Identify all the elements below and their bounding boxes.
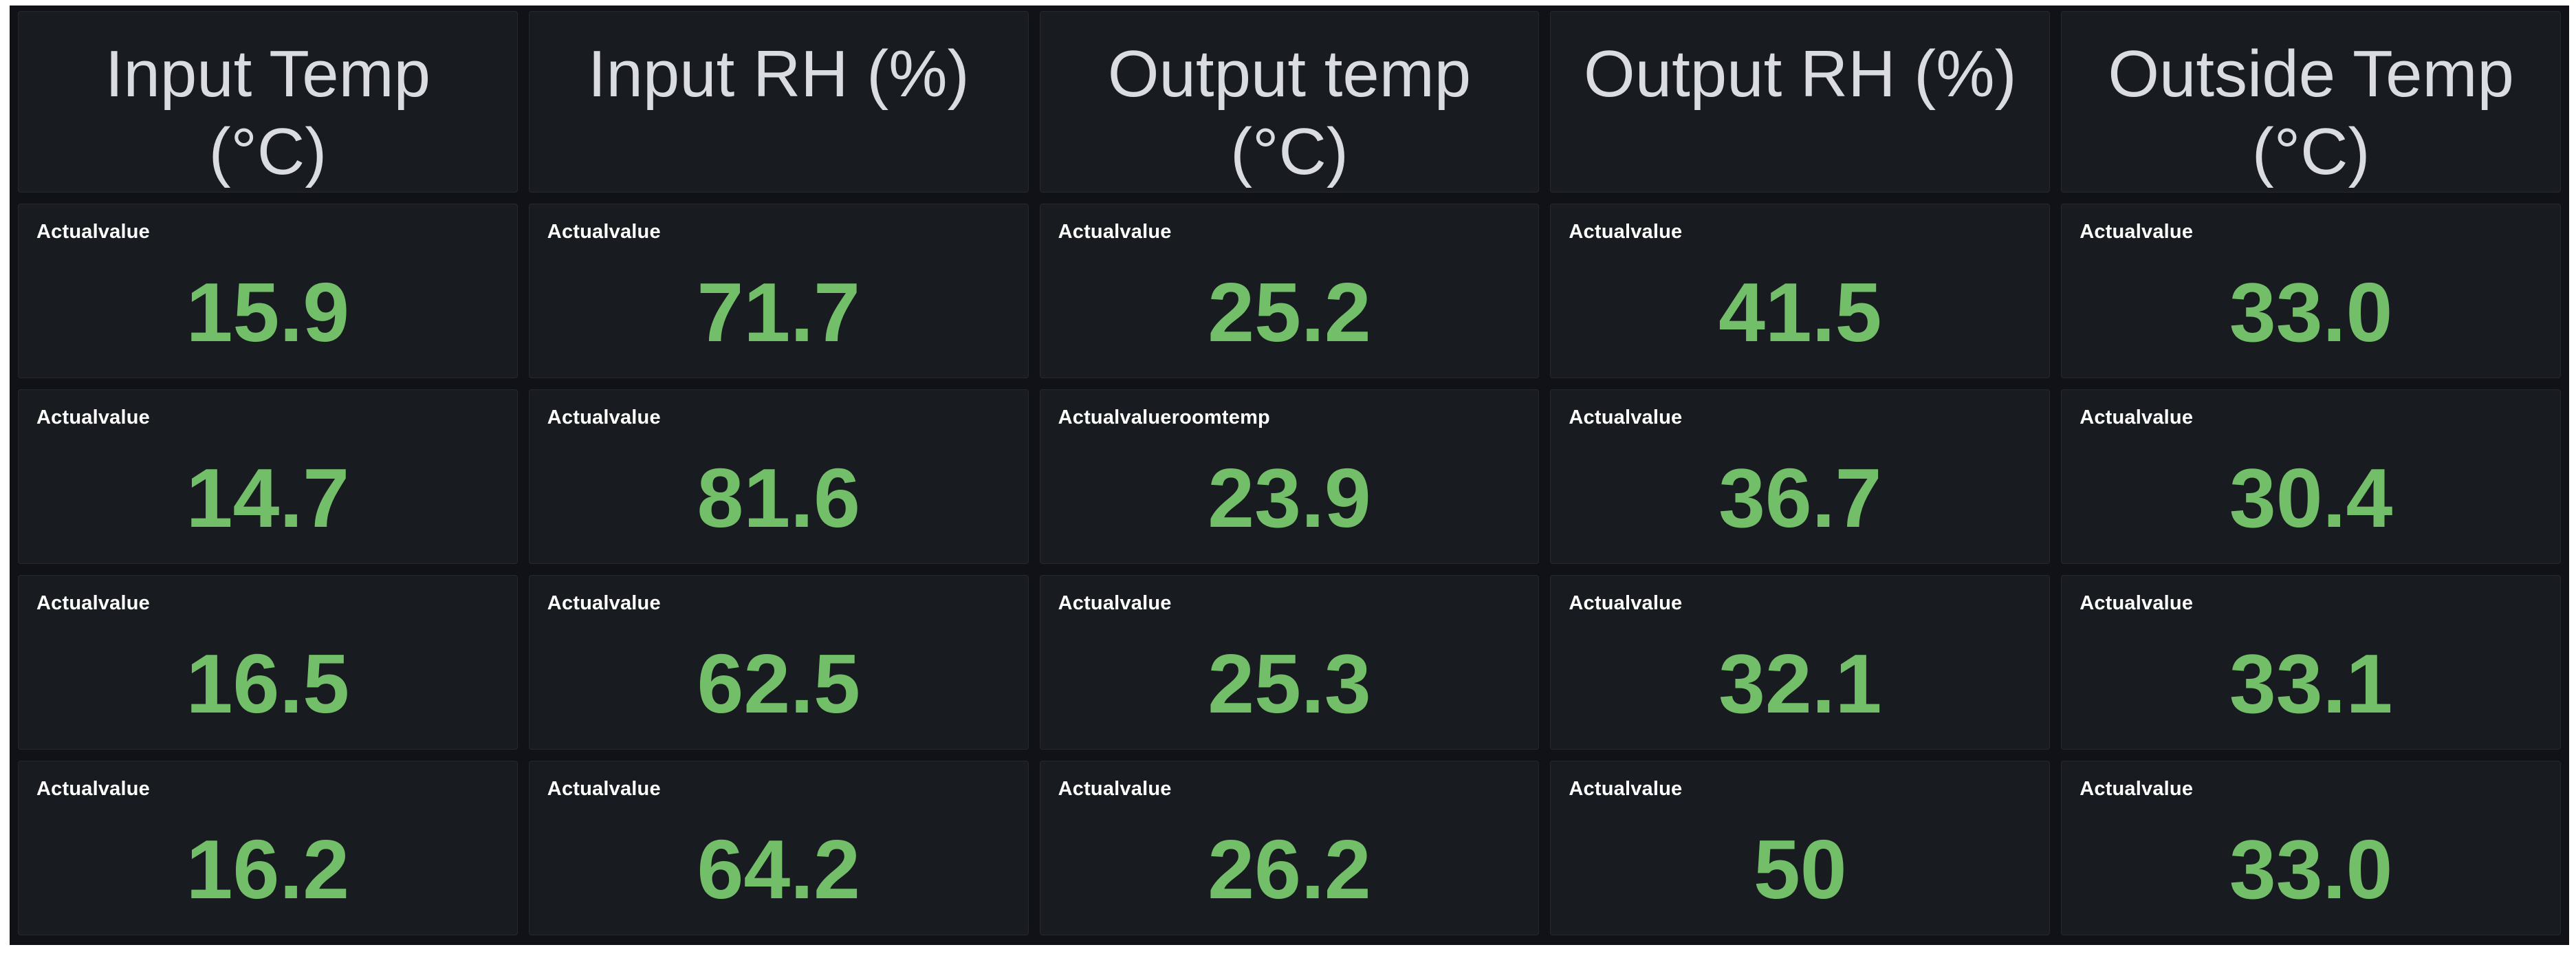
stat-panel[interactable]: Actualvalue 15.9 <box>18 204 518 378</box>
stat-label: Actualvalue <box>1058 778 1172 800</box>
header-panel-output-temp[interactable]: Output temp (°C) <box>1039 11 1540 193</box>
stat-panel[interactable]: Actualvalue 33.1 <box>2061 575 2561 750</box>
stat-panel[interactable]: Actualvalue 33.0 <box>2061 761 2561 935</box>
stat-label: Actualvalue <box>36 778 150 800</box>
header-panel-outside-temp[interactable]: Outside Temp (°C) <box>2061 11 2561 193</box>
stat-label: Actualvalue <box>36 406 150 428</box>
stat-panel[interactable]: Actualvalue 32.1 <box>1550 575 2051 750</box>
stat-value: 30.4 <box>2229 451 2393 545</box>
stat-value: 32.1 <box>1718 637 1882 730</box>
stat-value: 62.5 <box>697 637 860 730</box>
stat-label: Actualvalue <box>2080 221 2194 243</box>
stat-panel[interactable]: Actualvalue 36.7 <box>1550 389 2051 564</box>
stat-label: Actualvalue <box>2080 592 2194 614</box>
stat-value: 81.6 <box>697 451 860 545</box>
stat-label: Actualvalue <box>1058 221 1172 243</box>
stat-label: Actualvalue <box>36 592 150 614</box>
stat-value: 41.5 <box>1718 265 1882 359</box>
stat-value: 16.2 <box>186 823 350 916</box>
stat-label: Actualvalue <box>2080 406 2194 428</box>
stat-value: 36.7 <box>1718 451 1882 545</box>
stat-panel-roomtemp[interactable]: Actualvalueroomtemp 23.9 <box>1039 389 1540 564</box>
stat-panel[interactable]: Actualvalue 62.5 <box>528 575 1029 750</box>
header-panel-output-rh[interactable]: Output RH (%) <box>1550 11 2051 193</box>
stat-label: Actualvalue <box>547 406 661 428</box>
stat-panel[interactable]: Actualvalue 30.4 <box>2061 389 2561 564</box>
stat-value: 16.5 <box>186 637 350 730</box>
stat-label: Actualvalue <box>1058 592 1172 614</box>
panel-grid: Input Temp (°C) Input RH (%) Output temp… <box>18 11 2561 935</box>
stat-label: Actualvalue <box>547 778 661 800</box>
stat-panel[interactable]: Actualvalue 16.5 <box>18 575 518 750</box>
stat-value: 25.3 <box>1208 637 1371 730</box>
stat-value: 15.9 <box>186 265 350 359</box>
stat-value: 50 <box>1753 823 1847 916</box>
stat-label: Actualvalue <box>2080 778 2194 800</box>
header-title: Input RH (%) <box>587 37 970 111</box>
stat-label: Actualvalue <box>1569 592 1683 614</box>
stat-panel[interactable]: Actualvalue 50 <box>1550 761 2051 935</box>
stat-panel[interactable]: Actualvalue 71.7 <box>528 204 1029 378</box>
stat-panel[interactable]: Actualvalue 25.2 <box>1039 204 1540 378</box>
header-title: Output temp (°C) <box>1107 37 1472 189</box>
header-title: Input Temp (°C) <box>105 37 430 189</box>
stat-panel[interactable]: Actualvalue 33.0 <box>2061 204 2561 378</box>
stat-value: 26.2 <box>1208 823 1371 916</box>
stat-panel[interactable]: Actualvalue 16.2 <box>18 761 518 935</box>
stat-value: 33.1 <box>2229 637 2393 730</box>
stat-value: 25.2 <box>1208 265 1371 359</box>
stat-value: 71.7 <box>697 265 860 359</box>
stat-panel[interactable]: Actualvalue 41.5 <box>1550 204 2051 378</box>
stat-value: 33.0 <box>2229 265 2393 359</box>
stat-label: Actualvalue <box>1569 406 1683 428</box>
stat-label: Actualvalueroomtemp <box>1058 406 1270 428</box>
stat-panel[interactable]: Actualvalue 64.2 <box>528 761 1029 935</box>
stat-panel[interactable]: Actualvalue 25.3 <box>1039 575 1540 750</box>
stat-value: 14.7 <box>186 451 350 545</box>
header-panel-input-temp[interactable]: Input Temp (°C) <box>18 11 518 193</box>
header-panel-input-rh[interactable]: Input RH (%) <box>528 11 1029 193</box>
stat-label: Actualvalue <box>1569 778 1683 800</box>
header-title: Outside Temp (°C) <box>2108 37 2514 189</box>
stat-label: Actualvalue <box>36 221 150 243</box>
header-title: Output RH (%) <box>1584 37 2017 111</box>
grafana-dashboard: Input Temp (°C) Input RH (%) Output temp… <box>10 6 2569 945</box>
stat-value: 64.2 <box>697 823 860 916</box>
stat-value: 33.0 <box>2229 823 2393 916</box>
stat-value: 23.9 <box>1208 451 1371 545</box>
stat-panel[interactable]: Actualvalue 14.7 <box>18 389 518 564</box>
stat-panel[interactable]: Actualvalue 81.6 <box>528 389 1029 564</box>
stat-panel[interactable]: Actualvalue 26.2 <box>1039 761 1540 935</box>
stat-label: Actualvalue <box>1569 221 1683 243</box>
stat-label: Actualvalue <box>547 592 661 614</box>
stat-label: Actualvalue <box>547 221 661 243</box>
